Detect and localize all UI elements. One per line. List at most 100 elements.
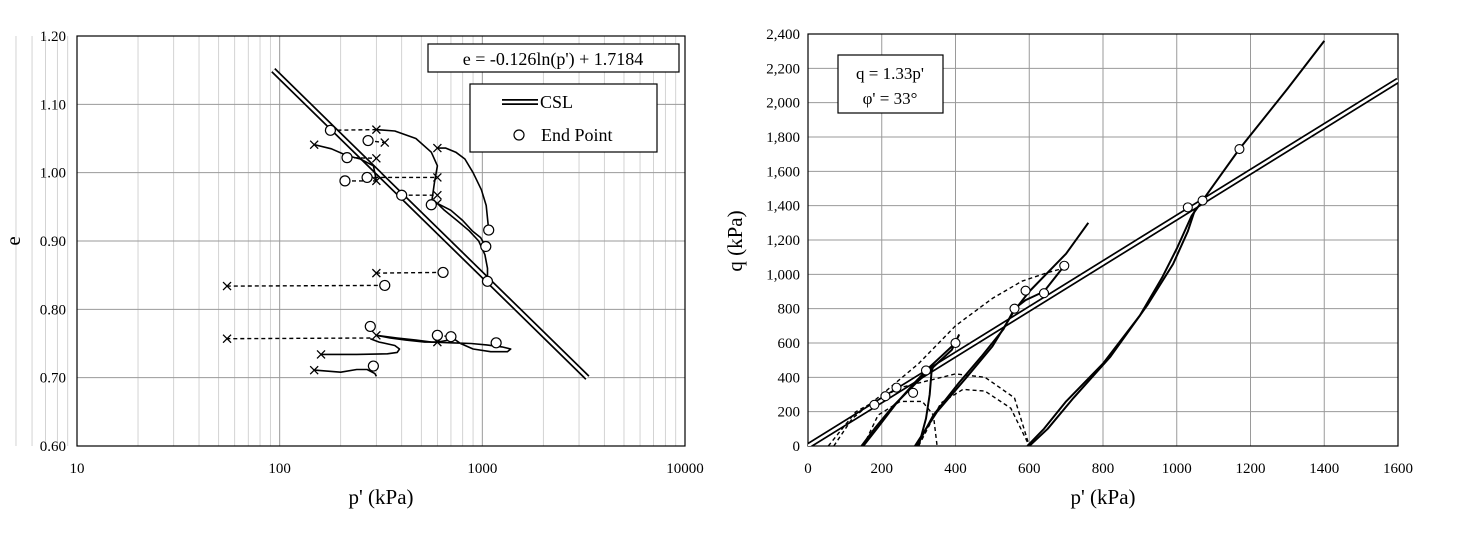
stress-path-chart: 0 200 400 600 800 1000 1200 1400 1600 0 200 400 600 8… xyxy=(723,27,1413,509)
y-tick-label: 0.80 xyxy=(40,302,66,318)
end-point-marker xyxy=(445,331,457,343)
y-axis-label: e xyxy=(1,236,25,245)
legend-csl-label: CSL xyxy=(540,92,573,112)
cross-marker xyxy=(371,153,381,163)
dashed-path xyxy=(330,128,377,131)
stress-path xyxy=(917,365,935,446)
x-tick-label: 0 xyxy=(804,461,812,477)
legend-endpoint-label: End Point xyxy=(541,125,613,145)
x-tick-label: 600 xyxy=(1018,461,1041,477)
annotation-equation: q = 1.33p' xyxy=(856,64,924,83)
y-tick-label: 1,000 xyxy=(766,267,800,283)
x-axis-label: p' (kPa) xyxy=(348,485,413,509)
y-tick-label: 800 xyxy=(778,302,801,318)
cross-marker xyxy=(371,176,381,186)
end-point-marker xyxy=(396,189,408,201)
end-point-marker xyxy=(379,279,391,292)
x-tick-label: 400 xyxy=(944,461,967,477)
void-ratio-chart: 10 100 1000 10000 0.60 0.70 0.80 0.90 1.00 1.10 1.… xyxy=(1,29,704,509)
y-tick-label: 1,200 xyxy=(766,233,800,249)
x-tick-label: 200 xyxy=(871,461,894,477)
plot-frame xyxy=(76,35,686,447)
end-point-marker xyxy=(1059,260,1070,271)
x-axis-label: p' (kPa) xyxy=(1070,485,1135,509)
cross-marker xyxy=(371,268,381,278)
end-point-marker xyxy=(364,320,376,333)
solid-path xyxy=(376,334,512,353)
cross-marker xyxy=(309,365,319,375)
x-tick-label: 1000 xyxy=(1162,461,1192,477)
dashed-stress-path xyxy=(827,373,1030,446)
stress-path xyxy=(860,333,961,446)
equation-box xyxy=(427,43,680,73)
x-tick-label: 10000 xyxy=(666,461,704,477)
y-tick-label: 1,800 xyxy=(766,130,800,146)
y-tick-label: 1.10 xyxy=(40,97,66,113)
x-tick-label: 1400 xyxy=(1309,461,1339,477)
x-tick-label: 10 xyxy=(70,461,85,477)
cross-marker xyxy=(222,281,232,291)
end-point-marker xyxy=(341,152,353,164)
dashed-stress-path xyxy=(917,388,1030,446)
end-point-marker xyxy=(920,365,932,376)
end-point-marker xyxy=(490,337,502,349)
solid-path xyxy=(437,202,487,247)
end-point-marker xyxy=(908,387,919,398)
end-point-marker xyxy=(480,240,492,253)
solid-path xyxy=(314,368,378,377)
annotation-box xyxy=(837,54,944,114)
end-point-marker xyxy=(950,337,961,349)
end-point-marker xyxy=(1020,285,1031,296)
cross-marker xyxy=(432,190,442,200)
end-point-marker xyxy=(481,275,494,287)
end-point-marker xyxy=(425,199,437,211)
x-tick-label: 1600 xyxy=(1383,461,1413,477)
csl-line-inner xyxy=(272,69,589,379)
end-point-marker xyxy=(1182,202,1193,213)
stress-path xyxy=(915,265,1066,446)
solid-path xyxy=(314,143,378,182)
y-tick-label: 2,200 xyxy=(766,61,800,77)
end-point-marker xyxy=(361,171,373,184)
end-point-marker xyxy=(437,266,449,279)
end-point-marker xyxy=(891,382,902,393)
right-plot-area xyxy=(808,40,1398,446)
dashed-path xyxy=(346,156,377,159)
y-tick-label: 0.90 xyxy=(40,234,66,250)
y-tick-label: 2,400 xyxy=(766,27,800,43)
x-tick-label: 100 xyxy=(268,461,291,477)
cross-marker xyxy=(432,172,442,182)
x-tick-label: 800 xyxy=(1092,461,1115,477)
dashed-path xyxy=(226,284,385,287)
dashed-path xyxy=(376,271,444,274)
end-point-marker xyxy=(362,134,374,147)
cross-marker xyxy=(222,334,232,344)
dashed-path xyxy=(226,337,371,340)
y-tick-label: 0.60 xyxy=(40,439,66,455)
y-tick-label: 1,600 xyxy=(766,164,800,180)
y-tick-label: 1.20 xyxy=(40,29,66,45)
plot-frame xyxy=(807,33,1399,447)
y-tick-label: 1,400 xyxy=(766,199,800,215)
end-point-marker xyxy=(1038,288,1050,299)
end-point-marker xyxy=(1197,195,1208,206)
legend-box xyxy=(469,83,658,153)
x-tick-label: 1200 xyxy=(1236,461,1266,477)
solid-path xyxy=(436,202,489,282)
end-point-marker xyxy=(367,360,379,372)
x-tick-label: 1000 xyxy=(467,461,497,477)
cross-marker xyxy=(371,125,381,135)
end-point-marker xyxy=(483,224,495,236)
solid-path xyxy=(437,147,490,231)
y-tick-label: 2,000 xyxy=(766,96,800,112)
cross-marker xyxy=(380,138,390,148)
end-point-marker xyxy=(324,124,337,136)
y-tick-label: 0 xyxy=(793,439,801,455)
end-point-marker xyxy=(1009,303,1020,314)
failure-line-inner xyxy=(808,79,1398,446)
legend-endpoint-swatch xyxy=(513,129,525,141)
y-tick-label: 200 xyxy=(778,405,801,421)
solid-path xyxy=(376,128,439,205)
cross-marker xyxy=(316,349,326,359)
